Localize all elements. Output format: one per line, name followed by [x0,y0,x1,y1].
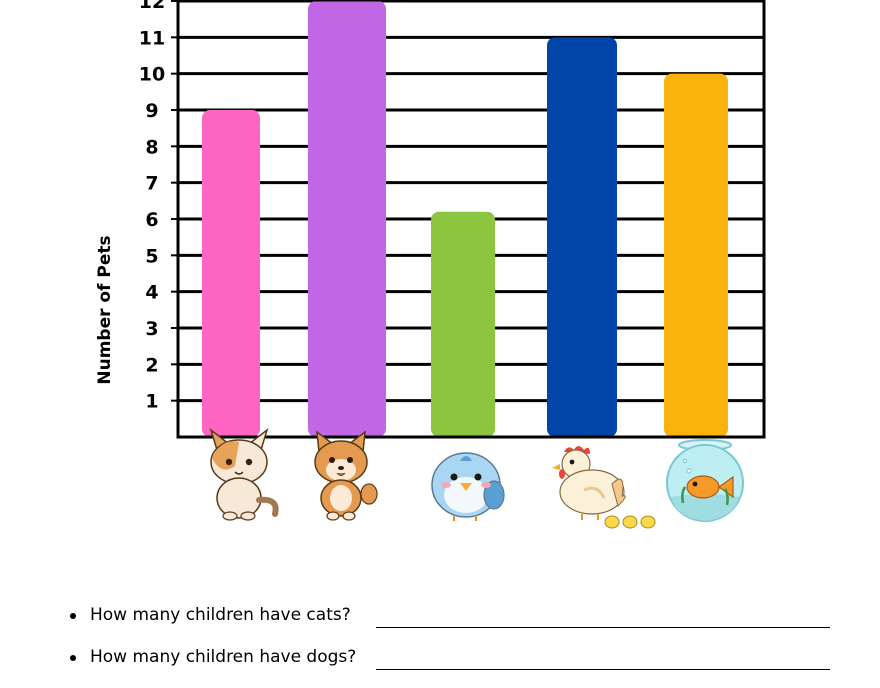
bullet-icon [70,613,76,619]
y-tick-label: 11 [139,27,165,49]
y-tick-label: 1 [145,391,158,413]
bar-chicken [547,37,617,437]
answer-line[interactable] [376,627,830,628]
dog-icon [314,430,378,521]
y-tick-label: 10 [139,64,165,86]
question-item: How many children have dogs? [70,646,870,688]
question-list: How many children have cats? How many chi… [70,604,870,688]
y-tick-label: 8 [145,136,158,158]
bar-bird [431,211,495,437]
cat-icon [209,427,279,521]
y-tick-label: 2 [145,354,158,376]
y-tick-label: 6 [145,209,158,231]
y-axis-label: Number of Pets [95,235,115,384]
bar-cat [202,110,260,437]
y-tick-label: 12 [139,0,165,13]
answer-line[interactable] [376,669,830,670]
y-tick-label: 7 [145,173,158,195]
y-tick-label: 9 [145,100,158,122]
bars [202,1,728,438]
question-text: How many children have dogs? [90,647,357,667]
bar-dog [308,1,386,437]
y-tick-label: 4 [145,282,158,304]
question-item: How many children have cats? [70,604,870,646]
y-tick-label: 5 [145,245,158,267]
bird-icon [431,452,505,521]
bullet-icon [70,655,76,661]
y-tick-label: 3 [145,318,158,340]
bar-fish [664,73,728,438]
fish-icon [666,439,744,522]
question-text: How many children have cats? [90,605,351,625]
chicken-icon [552,446,656,529]
